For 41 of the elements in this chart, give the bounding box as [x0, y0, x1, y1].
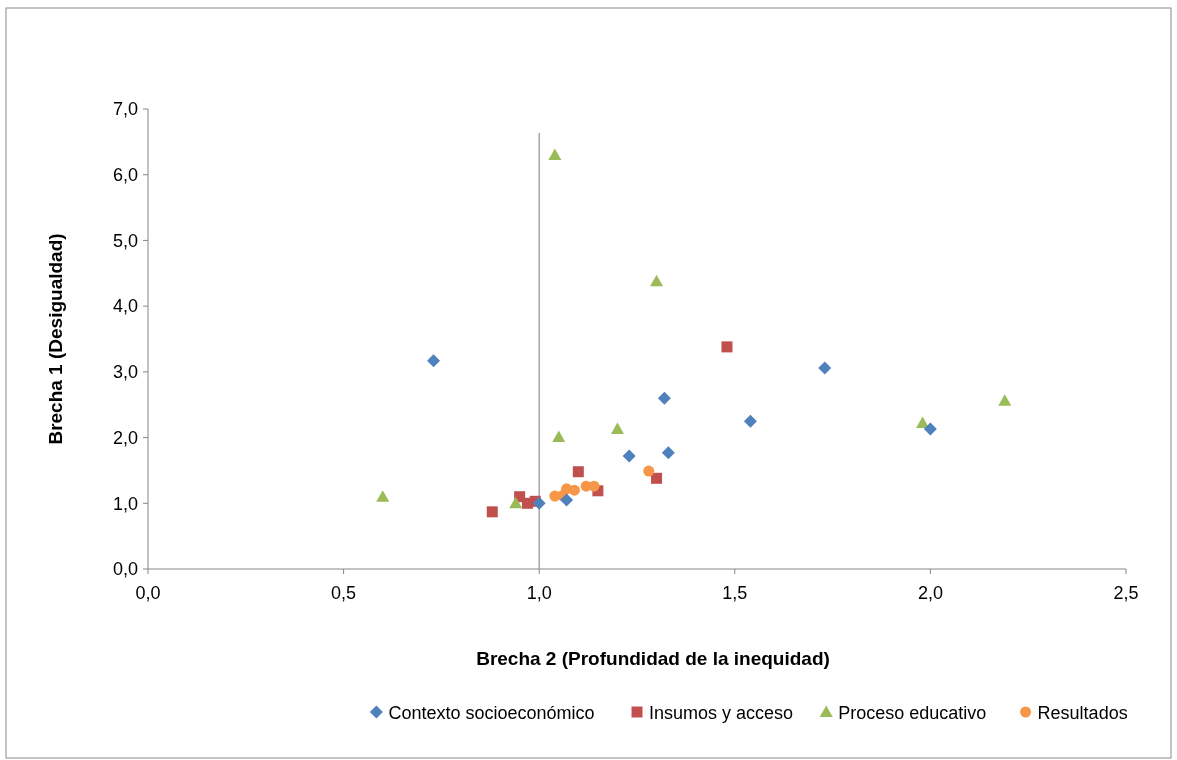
x-axis-title: Brecha 2 (Profundidad de la inequidad): [476, 648, 830, 669]
y-tick-label: 7,0: [112, 99, 138, 120]
point: [923, 422, 937, 436]
point: [560, 493, 574, 507]
point: [743, 414, 757, 428]
point: [818, 361, 832, 375]
x-tick-label: 1,5: [722, 583, 748, 603]
y-tick-label: 1,0: [112, 493, 138, 514]
x-tick-label: 2,5: [1113, 583, 1139, 603]
point: [427, 354, 441, 368]
point: [998, 394, 1012, 406]
y-tick-label: 0,0: [112, 559, 138, 580]
point: [721, 341, 733, 353]
x-tick-label: 1,0: [526, 583, 552, 603]
legend-label: Insumos y acceso: [649, 703, 794, 724]
point: [486, 506, 498, 518]
point: [661, 446, 675, 460]
y-tick-label: 6,0: [112, 165, 138, 186]
legend-label: Resultados: [1037, 703, 1128, 724]
y-tick-label: 4,0: [112, 296, 138, 317]
x-tick-label: 0,5: [331, 583, 357, 603]
point: [509, 496, 523, 509]
point: [548, 148, 562, 160]
y-tick-label: 2,0: [112, 427, 138, 448]
point: [651, 472, 663, 484]
point: [643, 465, 655, 477]
point: [622, 449, 636, 463]
point: [650, 274, 664, 287]
y-tick-label: 5,0: [112, 230, 138, 251]
point: [552, 430, 566, 442]
point: [657, 391, 671, 405]
point: [376, 490, 390, 502]
y-tick-label: 3,0: [112, 362, 138, 383]
legend-label: Contexto socioeconómico: [388, 703, 595, 724]
point: [572, 466, 584, 478]
point: [610, 422, 624, 435]
y-axis-title: Brecha 1 (Desigualdad): [45, 233, 66, 445]
x-tick-label: 0,0: [135, 583, 161, 603]
x-tick-label: 2,0: [917, 583, 943, 603]
point: [532, 496, 546, 510]
legend-label: Proceso educativo: [838, 703, 987, 724]
